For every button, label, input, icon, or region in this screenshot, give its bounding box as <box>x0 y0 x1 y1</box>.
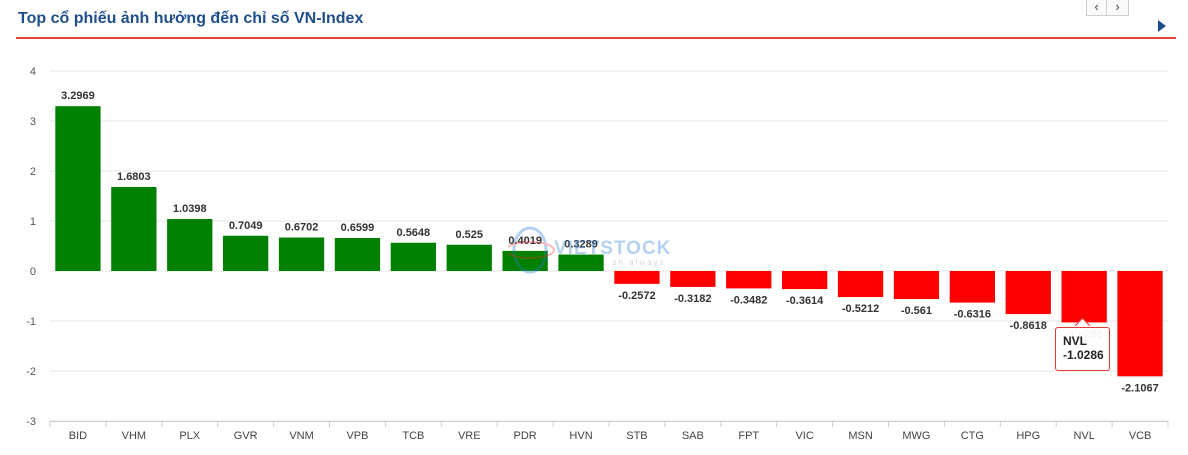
y-tick-label: 2 <box>30 166 36 178</box>
x-tick-label-bid: BID <box>69 430 87 442</box>
data-label-vpb: 0.6599 <box>341 222 375 234</box>
bar-mwg[interactable] <box>893 271 940 300</box>
title-underline <box>16 37 1176 39</box>
bar-vhm[interactable] <box>111 186 157 271</box>
chevron-right-icon[interactable]: › <box>1107 0 1129 16</box>
data-label-plx: 1.0398 <box>173 203 207 215</box>
data-label-hpg: -0.8618 <box>1010 320 1047 332</box>
data-label-vnm: 0.6702 <box>285 221 319 233</box>
bar-msn[interactable] <box>837 271 884 298</box>
bar-vcb[interactable] <box>1117 271 1163 377</box>
y-tick-label: -3 <box>26 416 36 428</box>
bar-pdr[interactable] <box>502 250 548 271</box>
x-tick-label-ctg: CTG <box>961 430 984 442</box>
chevron-left-icon[interactable]: ‹ <box>1086 0 1107 16</box>
chart-header: Top cổ phiếu ảnh hưởng đến chỉ số VN-Ind… <box>0 0 1188 42</box>
x-tick-label-plx: PLX <box>179 430 200 442</box>
bar-fpt[interactable] <box>726 271 772 289</box>
bar-vre[interactable] <box>446 244 492 271</box>
x-tick-label-fpt: FPT <box>738 430 759 442</box>
x-tick-label-vnm: VNM <box>289 430 313 442</box>
data-label-bid: 3.2969 <box>61 90 95 102</box>
bar-bid[interactable] <box>55 106 101 271</box>
x-tick-label-gvr: GVR <box>234 430 258 442</box>
bar-ctg[interactable] <box>949 271 995 303</box>
x-tick-label-mwg: MWG <box>902 430 930 442</box>
x-tick-label-vpb: VPB <box>346 430 368 442</box>
data-label-stb: -0.2572 <box>618 290 655 302</box>
x-axis: BID VHM PLX GVR VNM VPB TCB VRE PDR HVN STB SAB FPT V… <box>49 421 1169 442</box>
x-tick-label-vic: VIC <box>795 430 813 442</box>
bar-hpg[interactable] <box>1005 271 1051 315</box>
x-tick-label-pdr: PDR <box>514 430 537 442</box>
bar-stb[interactable] <box>614 271 660 284</box>
x-tick-label-vcb: VCB <box>1129 430 1152 442</box>
data-label-vic: -0.3614 <box>786 295 824 307</box>
bar-nvl[interactable] <box>1061 271 1107 323</box>
data-label-vre: 0.525 <box>455 229 483 241</box>
data-labels: 3.2969 1.6803 1.0398 0.7049 0.6702 0.6599 0.56… <box>61 90 1159 394</box>
x-tick-label-hpg: HPG <box>1016 430 1040 442</box>
x-tick-label-hvn: HVN <box>569 430 592 442</box>
data-label-sab: -0.3182 <box>674 293 711 305</box>
bars <box>55 106 1163 377</box>
watermark-tagline: ..sh always <box>604 258 666 267</box>
tooltip: NVL -1.0286 <box>1055 327 1110 371</box>
bar-gvr[interactable] <box>223 235 269 271</box>
bar-vpb[interactable] <box>334 238 381 271</box>
bar-plx[interactable] <box>167 219 213 271</box>
bar-vic[interactable] <box>782 271 828 290</box>
y-tick-label: 3 <box>30 116 36 128</box>
watermark-text: VIETSTOCK <box>554 238 672 259</box>
data-label-gvr: 0.7049 <box>229 220 263 232</box>
y-tick-label: -2 <box>26 366 36 378</box>
bar-tcb[interactable] <box>390 242 436 271</box>
data-label-vhm: 1.6803 <box>117 171 151 183</box>
chart-title: Top cổ phiếu ảnh hưởng đến chỉ số VN-Ind… <box>18 10 364 27</box>
x-tick-label-stb: STB <box>626 430 647 442</box>
data-label-mwg: -0.561 <box>901 305 932 317</box>
y-tick-label: 0 <box>30 266 36 278</box>
x-tick-label-msn: MSN <box>848 430 873 442</box>
y-tick-label: 1 <box>30 216 36 228</box>
triangle-right-icon[interactable] <box>1158 20 1166 32</box>
data-label-msn: -0.5212 <box>842 303 879 315</box>
watermark-logo: VIETSTOCK ..sh always <box>508 222 688 278</box>
tooltip-name: NVL <box>1063 334 1087 348</box>
x-tick-label-nvl: NVL <box>1073 430 1094 442</box>
data-label-vcb: -2.1067 <box>1121 382 1158 394</box>
tooltip-value: -1.0286 <box>1063 348 1104 362</box>
bar-hvn[interactable] <box>558 254 604 271</box>
x-tick-label-vre: VRE <box>458 430 481 442</box>
y-axis: 4 3 2 1 0 -1 -2 -3 <box>26 66 36 428</box>
data-label-fpt: -0.3482 <box>730 294 767 306</box>
x-tick-label-sab: SAB <box>682 430 704 442</box>
x-tick-label-tcb: TCB <box>402 430 424 442</box>
data-label-tcb: 0.5648 <box>397 227 431 239</box>
y-tick-label: -1 <box>26 316 36 328</box>
data-label-hvn: 0.3289 <box>564 239 598 251</box>
y-tick-label: 4 <box>30 66 36 78</box>
globe-icon <box>508 226 555 274</box>
bar-sab[interactable] <box>670 271 716 287</box>
data-label-ctg: -0.6316 <box>954 309 991 321</box>
data-label-pdr: 0.4019 <box>508 235 542 247</box>
bar-vnm[interactable] <box>278 237 325 271</box>
pager-controls: ‹ › <box>1086 0 1129 18</box>
x-tick-label-vhm: VHM <box>122 430 146 442</box>
